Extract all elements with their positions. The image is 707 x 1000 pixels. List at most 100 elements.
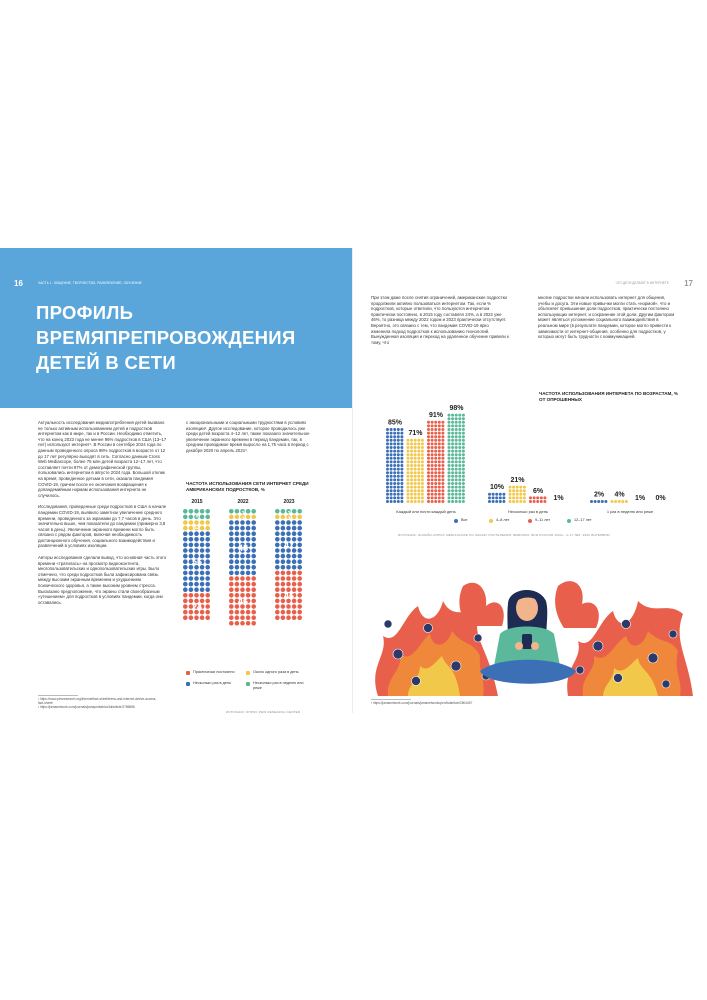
chart-dot (512, 489, 516, 493)
chart-title: ЧАСТОТА ИСПОЛЬЗОВАНИЯ СЕТИ ИНТЕРНЕТ СРЕД… (186, 481, 309, 492)
chart-dot (396, 446, 400, 449)
chart-dot (229, 570, 234, 576)
chart-dot (430, 500, 434, 503)
data-label: 8 (196, 514, 199, 520)
chart-dot (427, 428, 430, 431)
chart-dot (389, 471, 393, 475)
chart-dot (194, 581, 199, 587)
chart-dot (437, 446, 441, 449)
chart-dot (434, 428, 438, 431)
chart-dot (454, 482, 458, 485)
chart-dot (461, 492, 465, 496)
chart-dot (205, 598, 210, 604)
chart-dot (240, 537, 245, 542)
chart-dot (286, 520, 291, 525)
chart-dot (417, 478, 421, 482)
chart-dot (441, 424, 445, 428)
chart-dot (389, 453, 393, 457)
chart-dot (458, 471, 462, 475)
chart-dot (199, 598, 205, 604)
chart-dot (437, 453, 441, 457)
chart-dot (251, 559, 256, 564)
chart-dot (417, 471, 421, 475)
chart-dot (458, 496, 462, 500)
chart-dot (396, 489, 400, 493)
chart-dot (245, 570, 251, 576)
chart-dot (240, 565, 245, 570)
chart-dot (280, 548, 286, 553)
chart-dot (194, 537, 199, 542)
chart-dot (199, 520, 205, 525)
chart-dot (297, 581, 302, 587)
chart-dot (396, 492, 400, 496)
chart-dot (437, 485, 441, 489)
chart-dot (286, 553, 291, 559)
chart-dot (389, 446, 393, 449)
chart-dot (286, 548, 291, 553)
chart-dot (205, 542, 210, 548)
chart-dot (389, 478, 393, 482)
chart-dot (229, 604, 234, 609)
chart-dot (275, 615, 280, 620)
legend-swatch (246, 682, 250, 686)
chart-dot (437, 464, 441, 467)
chart-dot (286, 615, 291, 620)
chart-dot (410, 467, 414, 471)
chart-dot (389, 449, 393, 453)
chart-dot (240, 548, 245, 553)
chart-dot (437, 431, 441, 435)
chart-dot (286, 604, 291, 609)
chart-dot (461, 413, 465, 417)
chart-dot (188, 587, 194, 592)
chart-dot (199, 615, 205, 620)
chart-dot (458, 420, 462, 424)
chart-dot (495, 492, 499, 496)
title-line: ВРЕМЯПРЕПРОВОЖДЕНИЯ (36, 327, 296, 348)
chart-dot (291, 576, 297, 581)
flames (375, 581, 693, 696)
chart-dot (590, 500, 593, 503)
chart-dot (417, 456, 421, 460)
chart-dot (519, 485, 523, 489)
chart-dot (420, 500, 424, 503)
chart-dot (205, 609, 210, 615)
chart-dot (386, 453, 389, 457)
chart-dot (461, 482, 465, 485)
chart-dot (386, 449, 389, 453)
chart-dot (458, 435, 462, 439)
chart-dot (417, 446, 421, 449)
chart-dot (396, 431, 400, 435)
chart-dot (427, 438, 430, 442)
chart-dot (297, 553, 302, 559)
chart-dot (275, 570, 280, 576)
chart-dot (461, 446, 465, 449)
chart-dot (427, 496, 430, 500)
data-label: 3 (242, 516, 245, 522)
chart-dot (234, 609, 240, 615)
chart-dot (389, 489, 393, 493)
chart-dot (400, 438, 404, 442)
chart-dot (229, 542, 234, 548)
chart-dot (386, 489, 389, 493)
chart-dot (240, 531, 245, 536)
chart-source: ИСТОЧНИК: ОНЛАЙН-ОПРОС MEDIASCOPE ПО ЗАК… (398, 533, 610, 537)
chart-dot (400, 460, 404, 464)
chart-dot (417, 474, 421, 478)
chart-dot (229, 609, 234, 615)
chart-dot (410, 500, 414, 503)
chart-dot (427, 435, 430, 439)
chart-dot (240, 615, 245, 620)
chart-dot (280, 570, 286, 576)
chart-dot (205, 565, 210, 570)
chart-dot (610, 500, 614, 503)
chart-dot (229, 537, 234, 542)
chart-dot (245, 565, 251, 570)
chart-dot (417, 460, 421, 464)
chart-dot (393, 449, 397, 453)
chart-dot (406, 474, 410, 478)
chart-dot (280, 598, 286, 604)
chart-dot (280, 537, 286, 542)
chart-dot (515, 500, 519, 503)
chart-dot (400, 492, 404, 496)
